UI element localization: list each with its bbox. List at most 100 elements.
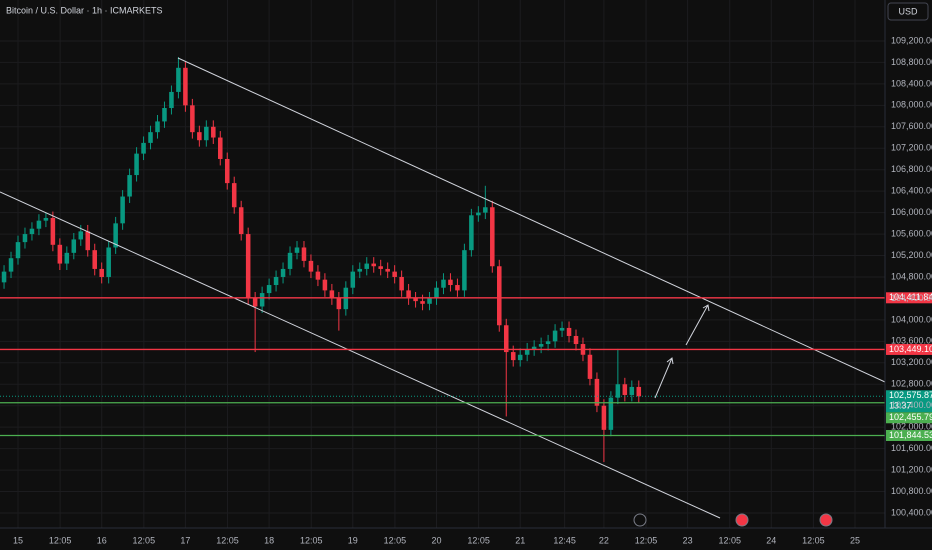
candle-body — [322, 279, 328, 291]
arrow — [685, 304, 710, 346]
y-tick-label: 108,000.00 — [891, 100, 932, 110]
candle-body — [371, 263, 376, 267]
y-tick-label: 106,400.00 — [891, 186, 932, 196]
candle-body — [224, 158, 230, 184]
x-tick-label: 12:05 — [133, 535, 156, 545]
candle-body — [22, 234, 28, 243]
candle-body — [176, 67, 181, 92]
x-tick-label: 12:05 — [467, 535, 490, 545]
candle-body — [434, 287, 439, 299]
level-label-bg — [886, 430, 932, 442]
level-label-bg — [886, 412, 932, 424]
candle-body — [280, 268, 286, 277]
x-tick-label: 12:05 — [718, 535, 741, 545]
candle-body — [99, 268, 104, 277]
candle-body — [336, 298, 342, 310]
event-icon[interactable] — [735, 513, 749, 527]
candle-body — [490, 207, 495, 267]
event-icon[interactable] — [633, 513, 647, 527]
y-tick-label: 102,800.00 — [891, 379, 932, 389]
candle-body — [120, 196, 125, 224]
candle-body — [85, 231, 91, 251]
candle-body — [420, 301, 425, 304]
candle-body — [266, 285, 272, 294]
level-label-bg — [886, 343, 932, 355]
candle-body — [8, 258, 14, 272]
y-tick-label: 104,800.00 — [891, 271, 932, 281]
candles — [1, 57, 642, 463]
level-label: 104,411.84 — [889, 292, 932, 302]
candle-body — [218, 137, 223, 159]
candle-body — [392, 271, 397, 277]
y-tick-label: 102,000.00 — [891, 422, 932, 432]
level-label: 103,449.10 — [889, 344, 932, 354]
candle-body — [357, 268, 363, 272]
candle-body — [531, 346, 537, 350]
y-tick-label: 106,000.00 — [891, 207, 932, 217]
x-tick-label: 15 — [13, 535, 23, 545]
currency-label[interactable]: USD — [898, 6, 918, 16]
x-tick-label: 12:05 — [49, 535, 72, 545]
candle-body — [29, 228, 35, 235]
y-tick-label: 103,600.00 — [891, 336, 932, 346]
candle-body — [50, 217, 56, 245]
candle-body — [399, 276, 404, 291]
candle-body — [43, 217, 49, 221]
candle-body — [622, 384, 628, 395]
candle-body — [238, 207, 244, 235]
candle-body — [252, 298, 258, 307]
candle-body — [204, 126, 209, 141]
x-tick-label: 18 — [264, 535, 274, 545]
y-tick-label: 107,200.00 — [891, 143, 932, 153]
candle-body — [594, 378, 600, 406]
candle-body — [462, 250, 467, 291]
candle-body — [497, 266, 502, 326]
last-price-label: 102,575.87 — [889, 390, 932, 400]
x-tick-label: 17 — [180, 535, 190, 545]
levels: 104,411.84 103,449.10 102,575.8713:37102,4… — [0, 292, 932, 442]
candle-body — [36, 220, 42, 229]
candle-body — [448, 279, 453, 286]
candle-body — [545, 341, 551, 345]
candle-body — [148, 132, 153, 143]
y-tick-label: 109,200.00 — [891, 35, 932, 45]
candle-body — [1, 271, 7, 283]
x-tick-label: 21 — [515, 535, 525, 545]
candle-body — [57, 244, 63, 264]
candle-body — [378, 266, 383, 269]
candle-body — [587, 354, 593, 379]
x-tick-label: 12:05 — [216, 535, 239, 545]
candle-body — [476, 212, 481, 216]
chart-title: Bitcoin / U.S. Dollar · 1h · ICMARKETS — [6, 5, 163, 15]
candle-body — [517, 354, 523, 361]
x-tick-label: 25 — [850, 535, 860, 545]
candle-body — [162, 108, 167, 122]
y-tick-label: 104,000.00 — [891, 314, 932, 324]
candle-body — [406, 290, 411, 299]
event-icon[interactable] — [819, 513, 833, 527]
x-tick-label: 22 — [599, 535, 609, 545]
y-tick-label: 107,600.00 — [891, 121, 932, 131]
currency-button[interactable] — [887, 2, 929, 21]
candle-body — [78, 231, 84, 240]
candle-body — [245, 234, 251, 299]
candle-body — [552, 330, 558, 342]
icons — [633, 513, 833, 527]
candle-body — [183, 67, 188, 106]
candle-body — [427, 298, 432, 304]
candle-body — [155, 121, 160, 133]
last-price-label-bg — [886, 390, 932, 413]
candle-body — [538, 344, 544, 347]
y-tick-label: 105,200.00 — [891, 250, 932, 260]
candle-body — [566, 327, 572, 336]
candle-body — [197, 132, 202, 141]
x-tick-label: 23 — [683, 535, 693, 545]
candle-body — [608, 397, 614, 430]
candle-body — [503, 325, 509, 353]
candle-body — [636, 386, 642, 397]
candle-body — [469, 215, 474, 251]
candle-body — [559, 327, 565, 331]
candle-body — [190, 105, 195, 133]
candle-body — [441, 279, 446, 288]
